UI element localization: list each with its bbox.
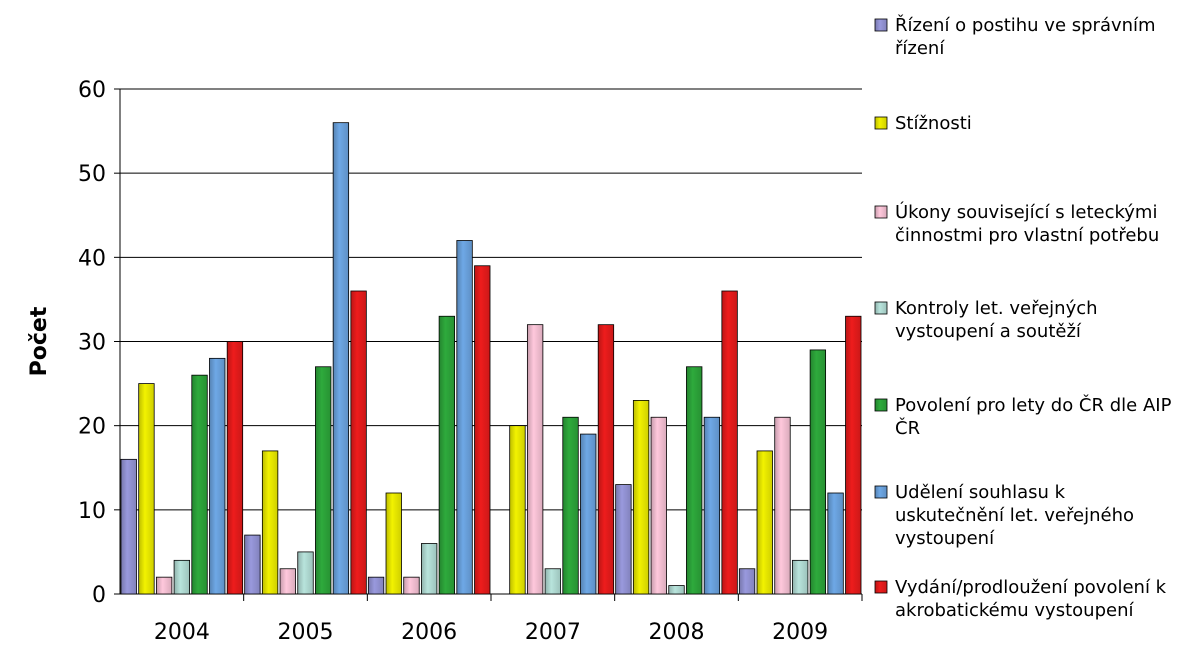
legend-swatch — [874, 398, 888, 412]
bar-2005-series-2 — [261, 450, 279, 595]
y-tick-label: 50 — [78, 162, 106, 187]
legend-swatch — [874, 18, 888, 32]
bar-2007-series-4 — [544, 568, 561, 595]
bar-2007-series-5 — [562, 416, 579, 595]
bar-2005-series-4 — [297, 551, 314, 595]
bar-2006-series-2 — [385, 492, 402, 595]
bar-2007-series-6 — [580, 433, 597, 595]
bar-2006-series-4 — [421, 543, 438, 595]
bar-2004-series-6 — [209, 357, 226, 595]
bar-2005-series-5 — [315, 366, 332, 595]
bar-2009-series-3 — [774, 416, 791, 595]
bar-2009-series-5 — [809, 349, 827, 595]
bar-2008-series-4 — [668, 585, 685, 595]
legend-label: Kontroly let. veřejných vystoupení a sout… — [895, 298, 1098, 342]
x-tick-label: 2007 — [525, 620, 581, 645]
bar-2004-series-2 — [138, 383, 155, 595]
y-axis-label: Počet — [27, 306, 52, 376]
bar-2008-series-5 — [686, 366, 703, 595]
legend-swatch — [874, 580, 888, 594]
x-tick-label: 2009 — [772, 620, 828, 645]
legend-label: Řízení o postihu ve správním řízení — [895, 14, 1156, 59]
bar-2006-series-6 — [456, 240, 473, 595]
bar-2006-series-7 — [474, 265, 491, 595]
bar-2004-series-1 — [120, 458, 137, 595]
bar-2007-series-3 — [526, 324, 544, 595]
bar-2008-series-6 — [703, 416, 721, 595]
bar-2005-series-3 — [279, 568, 296, 595]
x-tick-label: 2006 — [401, 620, 457, 645]
x-tick-label: 2008 — [649, 620, 705, 645]
bar-2008-series-7 — [721, 290, 738, 595]
bar-2006-series-1 — [367, 576, 385, 595]
bar-2007-series-7 — [597, 324, 615, 595]
bar-2006-series-3 — [403, 576, 420, 595]
legend-label: Vydání/prodloužení povolení k akrobatické… — [895, 577, 1167, 621]
legend-swatch — [874, 116, 888, 130]
bar-2008-series-2 — [632, 400, 650, 595]
legend-label: Úkony související s leteckými činnostmi p… — [895, 201, 1159, 246]
y-tick-label: 10 — [78, 499, 106, 524]
legend-label: Povolení pro lety do ČR dle AIP ČR — [895, 394, 1172, 439]
bar-2004-series-7 — [226, 341, 244, 595]
bar-2009-series-4 — [792, 559, 809, 595]
y-tick-label: 0 — [92, 583, 106, 608]
bar-2008-series-1 — [615, 484, 632, 595]
bar-2009-series-7 — [845, 315, 862, 595]
legend-label: Stížnosti — [895, 113, 972, 134]
y-tick-label: 40 — [78, 246, 106, 271]
bar-2006-series-5 — [438, 315, 456, 595]
bar-2009-series-2 — [756, 450, 773, 595]
y-tick-label: 60 — [78, 78, 106, 103]
bar-2009-series-1 — [738, 568, 756, 595]
bar-2005-series-1 — [244, 534, 261, 595]
legend-swatch — [874, 205, 888, 219]
bar-2005-series-7 — [350, 290, 367, 595]
legend-label: Udělení souhlasu k uskutečnění let. veřej… — [895, 482, 1134, 549]
bar-2007-series-2 — [509, 425, 526, 595]
bar-2004-series-5 — [191, 374, 208, 595]
bar-2008-series-3 — [650, 416, 667, 595]
bar-2004-series-3 — [155, 576, 173, 595]
legend-swatch — [874, 301, 888, 315]
legend-swatch — [874, 485, 888, 499]
y-tick-label: 30 — [78, 331, 106, 356]
bar-2004-series-4 — [173, 559, 190, 595]
x-tick-label: 2004 — [154, 620, 210, 645]
bar-2009-series-6 — [827, 492, 844, 595]
bar-2005-series-6 — [332, 122, 350, 595]
y-tick-label: 20 — [78, 415, 106, 440]
x-tick-label: 2005 — [278, 620, 334, 645]
